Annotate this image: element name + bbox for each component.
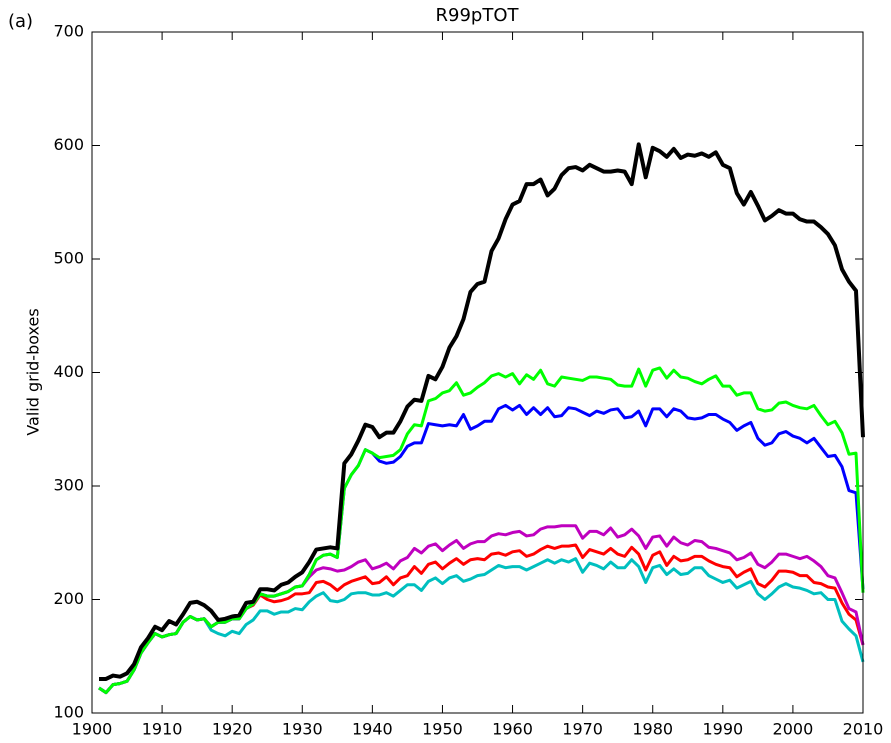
panel-label: (a): [8, 11, 33, 32]
y-tick-label: 500: [53, 249, 84, 268]
series-line: [98, 366, 865, 695]
y-tick-label: 100: [53, 703, 84, 722]
x-tick-label: 1950: [422, 720, 463, 739]
x-tick-label: 1970: [562, 720, 603, 739]
x-tick-label: 1920: [212, 720, 253, 739]
x-tick-label: 1910: [142, 720, 183, 739]
x-tick-label: 1960: [492, 720, 533, 739]
series-line: [98, 543, 865, 695]
y-tick-label: 300: [53, 476, 84, 495]
y-tick-label: 600: [53, 135, 84, 154]
plot-frame: [91, 31, 864, 714]
series-line: [98, 557, 865, 695]
series-line: [99, 142, 865, 681]
y-tick-label: 400: [53, 362, 84, 381]
x-tick-label: 1940: [352, 720, 393, 739]
x-tick-label: 1980: [632, 720, 673, 739]
x-tick-label: 1990: [702, 720, 743, 739]
chart-title: R99pTOT: [436, 5, 520, 26]
x-tick-label: 2000: [773, 720, 814, 739]
y-tick-label: 200: [53, 589, 84, 608]
y-axis-label: Valid grid-boxes: [24, 308, 43, 435]
series-line: [98, 403, 865, 695]
x-tick-label: 2010: [843, 720, 884, 739]
y-tick-label: 700: [53, 22, 84, 41]
x-tick-label: 1900: [72, 720, 113, 739]
x-tick-label: 1930: [282, 720, 323, 739]
series-line: [98, 524, 865, 695]
